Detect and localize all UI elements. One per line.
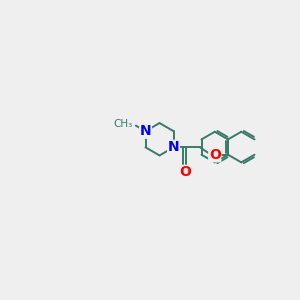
Text: O: O [179, 165, 191, 179]
Text: O: O [209, 148, 221, 162]
Text: CH₃: CH₃ [114, 119, 133, 129]
Text: N: N [168, 140, 179, 154]
Text: N: N [140, 124, 151, 138]
